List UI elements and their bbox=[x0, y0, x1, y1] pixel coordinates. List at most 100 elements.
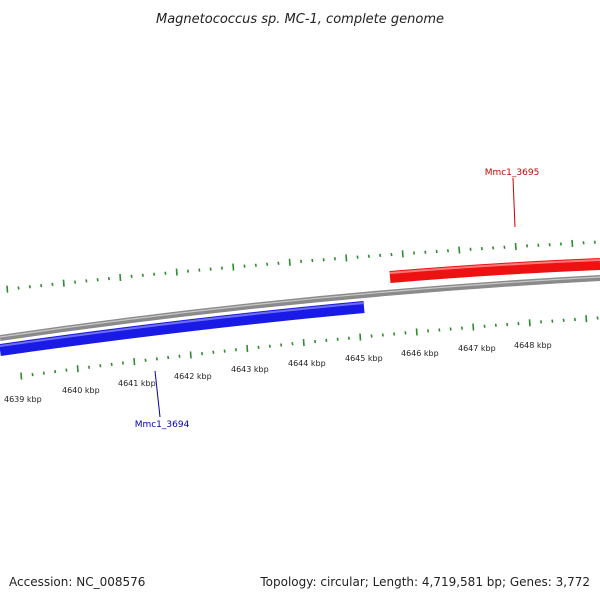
outer-tick-minor bbox=[198, 268, 201, 272]
outer-tick-minor bbox=[107, 276, 110, 281]
outer-tick-major bbox=[232, 263, 235, 271]
inner-tick-major bbox=[415, 328, 418, 336]
inner-tick-major bbox=[246, 345, 249, 353]
inner-tick-minor bbox=[517, 321, 520, 326]
inner-tick-minor bbox=[551, 319, 554, 323]
kbp-label: 4640 kbp bbox=[62, 386, 100, 395]
kbp-label: 4639 kbp bbox=[4, 395, 42, 404]
kbp-label: 4648 kbp bbox=[514, 341, 552, 350]
inner-tick-minor bbox=[121, 361, 124, 365]
inner-tick-minor bbox=[223, 349, 226, 353]
inner-tick-major bbox=[133, 358, 136, 366]
inner-tick-minor bbox=[438, 328, 441, 332]
outer-tick-major bbox=[119, 273, 122, 282]
outer-tick-minor bbox=[266, 262, 269, 266]
inner-tick-minor bbox=[404, 331, 407, 335]
outer-tick-minor bbox=[74, 280, 77, 284]
inner-tick-major bbox=[359, 333, 362, 341]
inner-tick-minor bbox=[393, 332, 396, 336]
inner-tick-minor bbox=[268, 344, 271, 348]
outer-tick-minor bbox=[548, 243, 551, 247]
outer-tick-minor bbox=[243, 264, 246, 268]
inner-tick-minor bbox=[201, 351, 204, 356]
inner-tick-major bbox=[20, 372, 23, 380]
outer-tick-minor bbox=[356, 255, 359, 259]
outer-tick-major bbox=[458, 246, 461, 254]
inner-tick-minor bbox=[460, 326, 463, 330]
outer-tick-minor bbox=[96, 278, 99, 282]
outer-tick-minor bbox=[503, 245, 506, 249]
accession-text: Accession: NC_008576 bbox=[9, 575, 145, 589]
gene-label-Mmc1_3694-text: Mmc1_3694 bbox=[135, 420, 190, 430]
outer-tick-minor bbox=[379, 253, 382, 258]
genome-title: Magnetococcus sp. MC-1, complete genome bbox=[156, 12, 444, 27]
outer-tick-major bbox=[6, 285, 9, 293]
outer-tick-minor bbox=[593, 240, 596, 244]
outer-tick-minor bbox=[40, 283, 43, 288]
inner-tick-minor bbox=[596, 316, 599, 320]
inner-tick-minor bbox=[65, 368, 68, 372]
inner-tick-minor bbox=[31, 372, 34, 377]
inner-tick-minor bbox=[540, 320, 543, 324]
outer-tick-minor bbox=[51, 282, 54, 287]
inner-tick-minor bbox=[291, 342, 294, 346]
inner-tick-minor bbox=[562, 318, 565, 322]
outer-tick-minor bbox=[333, 257, 336, 261]
inner-tick-minor bbox=[314, 339, 317, 344]
outer-tick-minor bbox=[141, 273, 144, 277]
inner-tick-minor bbox=[212, 350, 215, 354]
inner-tick-minor bbox=[494, 323, 497, 327]
backbone-circle bbox=[0, 275, 600, 341]
outer-tick-minor bbox=[164, 271, 167, 275]
outer-tick-minor bbox=[480, 246, 483, 251]
inner-tick-minor bbox=[42, 371, 45, 375]
gene-Mmc1_3695-feature[interactable] bbox=[389, 258, 600, 283]
outer-tick-minor bbox=[85, 279, 88, 283]
inner-tick-minor bbox=[155, 357, 158, 361]
outer-tick-minor bbox=[424, 250, 427, 254]
inner-tick-minor bbox=[427, 329, 430, 333]
kbp-label: 4646 kbp bbox=[401, 349, 439, 358]
outer-tick-major bbox=[401, 250, 404, 258]
inner-tick-major bbox=[472, 323, 475, 331]
inner-tick-minor bbox=[167, 355, 170, 360]
kbp-label: 4644 kbp bbox=[288, 359, 326, 368]
inner-tick-minor bbox=[257, 345, 260, 350]
kbp-label: 4641 kbp bbox=[118, 379, 156, 388]
outer-tick-major bbox=[514, 243, 517, 251]
gene-Mmc1_3694-feature[interactable] bbox=[0, 301, 365, 356]
outer-tick-minor bbox=[526, 244, 529, 248]
outer-tick-major bbox=[62, 279, 65, 287]
outer-tick-major bbox=[345, 254, 348, 262]
kbp-label: 4642 kbp bbox=[174, 372, 212, 381]
inner-tick-major bbox=[528, 319, 531, 327]
genome-summary-text: Topology: circular; Length: 4,719,581 bp… bbox=[259, 575, 590, 589]
outer-tick-minor bbox=[469, 247, 472, 251]
outer-tick-minor bbox=[153, 272, 156, 276]
inner-tick-major bbox=[585, 315, 588, 323]
outer-tick-minor bbox=[446, 249, 449, 253]
outer-tick-minor bbox=[311, 258, 314, 263]
outer-tick-minor bbox=[187, 269, 190, 273]
outer-tick-minor bbox=[582, 241, 585, 245]
outer-tick-major bbox=[288, 258, 291, 266]
outer-tick-minor bbox=[28, 285, 31, 289]
inner-tick-major bbox=[302, 339, 305, 347]
outer-tick-minor bbox=[413, 251, 416, 255]
inner-tick-minor bbox=[483, 324, 486, 328]
outer-tick-minor bbox=[254, 263, 257, 267]
inner-tick-major bbox=[76, 365, 79, 373]
kbp-label: 4647 kbp bbox=[458, 344, 496, 353]
kbp-label: 4645 kbp bbox=[345, 354, 383, 363]
outer-tick-track bbox=[6, 239, 596, 293]
inner-tick-minor bbox=[325, 338, 328, 343]
outer-tick-minor bbox=[367, 254, 370, 258]
inner-tick-minor bbox=[234, 348, 237, 352]
gene-label-Mmc1_3694[interactable]: Mmc1_3694 bbox=[135, 370, 190, 430]
gene-label-Mmc1_3695[interactable]: Mmc1_3695 bbox=[485, 168, 540, 228]
inner-tick-minor bbox=[54, 369, 57, 374]
inner-tick-minor bbox=[280, 343, 283, 347]
outer-tick-minor bbox=[277, 261, 280, 265]
kbp-label: 4643 kbp bbox=[231, 365, 269, 374]
